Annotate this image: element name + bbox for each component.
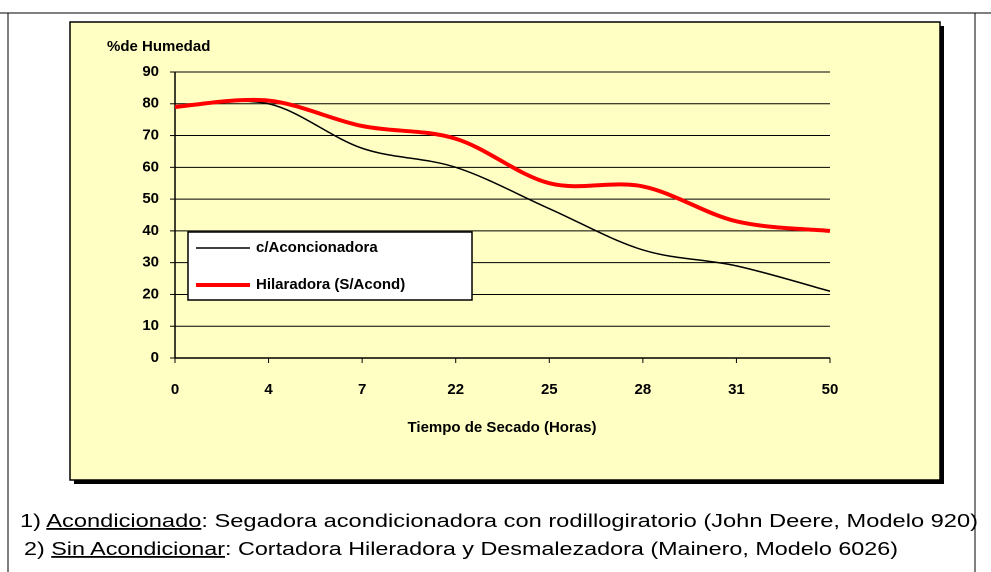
line	[174, 97, 831, 233]
y-tick-label: 70	[142, 127, 159, 144]
y-tick-label: 10	[142, 317, 159, 334]
note-number: 1)	[20, 511, 41, 531]
y-tick-label: 60	[142, 158, 159, 175]
note: 2) Sin Acondicionar: Cortadora Hilerador…	[24, 539, 898, 559]
plot: 0 10 20 30 40 50 60 70 80 90 0 4 7 22 25 28 31 50 c/Aconci…	[142, 63, 838, 398]
x-tick-label: 25	[541, 381, 558, 398]
y-tick-label: 20	[142, 285, 159, 302]
y-tick-label: 0	[151, 349, 159, 366]
y-tick-label: 30	[142, 254, 159, 271]
x-axis-title: Tiempo de Secado (Horas)	[408, 419, 597, 436]
x-tick-label: 50	[822, 381, 839, 398]
legend-box	[187, 231, 473, 301]
note-number: 2)	[24, 539, 45, 559]
x-tick-label: 31	[728, 381, 745, 398]
y-tick-label: 80	[142, 95, 159, 112]
y-tick-label: 50	[142, 190, 159, 207]
line	[174, 100, 831, 292]
note-text: : Segadora acondicionadora con rodillogi…	[201, 511, 978, 531]
note: 1) Acondicionado: Segadora acondicionado…	[20, 511, 978, 531]
legend-label: c/Aconcionadora	[256, 239, 378, 256]
legend-label: Hilaradora (S/Acond)	[256, 276, 405, 293]
y-axis-title: %de Humedad	[107, 38, 210, 55]
note-term: Acondicionado	[46, 511, 201, 531]
x-tick-label: 28	[635, 381, 652, 398]
x-tick-label: 7	[358, 381, 366, 398]
note-text: : Cortadora Hileradora y Desmalezadora (…	[225, 539, 898, 559]
note-term: Sin Acondicionar	[51, 539, 225, 559]
x-tick-label: 0	[171, 381, 179, 398]
y-tick-label: 40	[142, 222, 159, 239]
x-tick-label: 22	[447, 381, 464, 398]
x-tick-label: 4	[264, 381, 273, 398]
y-tick-label: 90	[142, 63, 159, 80]
